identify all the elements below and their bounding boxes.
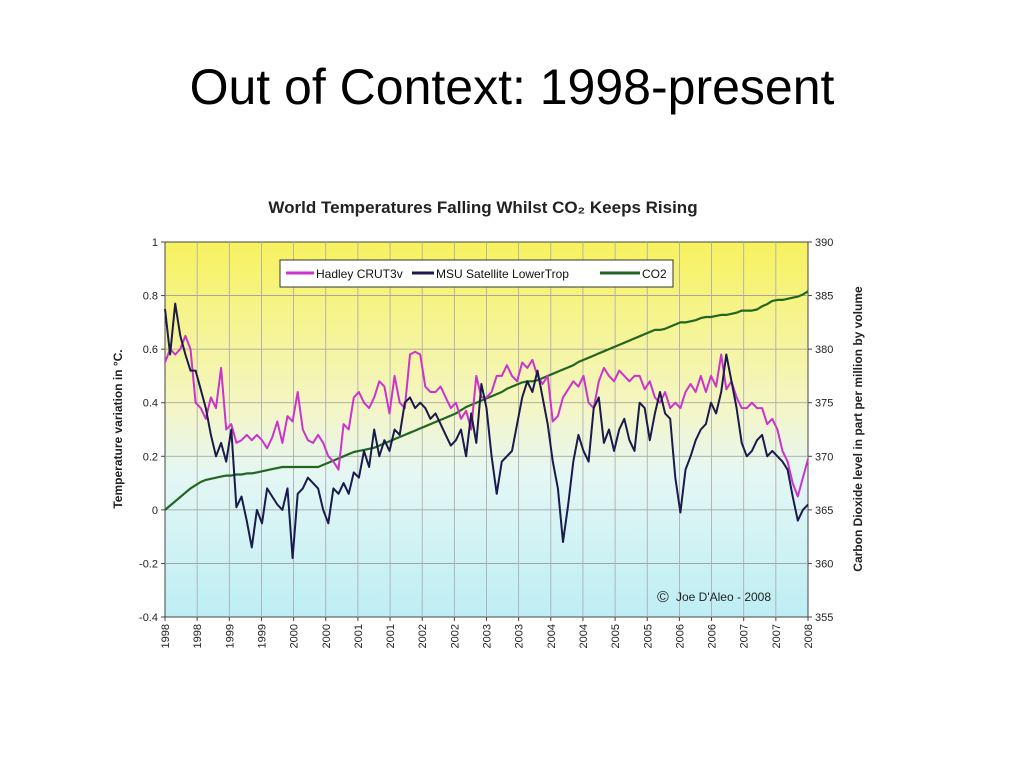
y-tick-label: 0.2 (143, 451, 158, 463)
x-tick-label: 2005 (610, 624, 622, 648)
x-tick-label: 2004 (546, 624, 558, 648)
series-line-hadley (164, 334, 809, 498)
y2-axis-label: Carbon Dioxide level in part per million… (851, 286, 865, 572)
temperature-co2-chart: World Temperatures Falling Whilst CO₂ Ke… (111, 198, 865, 648)
y-tick-label: 1 (152, 237, 158, 249)
slide-title: Out of Context: 1998-present (189, 59, 835, 115)
y-tick-label: 0 (152, 505, 158, 517)
x-tick-label: 2008 (803, 624, 815, 648)
y2-tick-label: 385 (815, 291, 833, 303)
x-tick-label: 2001 (385, 624, 397, 648)
x-tick-label: 2002 (417, 624, 429, 648)
grid (165, 242, 808, 617)
x-tick-label: 1999 (224, 624, 236, 648)
chart-title: World Temperatures Falling Whilst CO₂ Ke… (268, 198, 697, 217)
legend-label-msu: MSU Satellite LowerTrop (436, 267, 569, 281)
series-line-msu (164, 302, 809, 560)
y2-tick-label: 365 (815, 505, 833, 517)
copyright-icon: © (657, 589, 669, 606)
y-axis-label: Temperature variation in °C. (111, 349, 125, 508)
y2-tick-label: 370 (815, 451, 833, 463)
y2-tick-label: 390 (815, 237, 833, 249)
x-tick-label: 2002 (449, 624, 461, 648)
x-tick-label: 2001 (353, 624, 365, 648)
x-tick-label: 1998 (192, 624, 204, 648)
x-tick-label: 2005 (642, 624, 654, 648)
axis-ticks: 1 390 0.8 385 0.6 380 0.4 375 0.2 370 0 365 -0.2 360 -… (139, 237, 833, 648)
y-tick-label: 0.6 (143, 344, 158, 356)
x-tick-label: 2004 (578, 624, 590, 648)
x-tick-label: 1999 (256, 624, 268, 648)
x-tick-label: 1998 (160, 624, 172, 648)
y2-tick-label: 355 (815, 612, 833, 624)
copyright-text: Joe D'Aleo - 2008 (676, 590, 771, 604)
x-tick-label: 2000 (321, 624, 333, 648)
y-tick-label: 0.8 (143, 291, 158, 303)
x-tick-label: 2006 (707, 624, 719, 648)
y-tick-label: -0.4 (139, 612, 158, 624)
legend-label-hadley: Hadley CRUT3v (316, 267, 403, 281)
legend-label-co2: CO2 (642, 267, 667, 281)
y2-tick-label: 375 (815, 398, 833, 410)
x-tick-label: 2003 (482, 624, 494, 648)
y2-tick-label: 360 (815, 558, 833, 570)
x-tick-label: 2003 (514, 624, 526, 648)
copyright-note: © Joe D'Aleo - 2008 (657, 589, 771, 606)
x-tick-label: 2006 (674, 624, 686, 648)
y2-tick-label: 380 (815, 344, 833, 356)
y-tick-label: 0.4 (143, 398, 158, 410)
x-tick-label: 2007 (771, 624, 783, 648)
x-tick-label: 2007 (739, 624, 751, 648)
legend: Hadley CRUT3v MSU Satellite LowerTrop CO… (279, 259, 674, 288)
x-tick-label: 2000 (289, 624, 301, 648)
chart-container: World Temperatures Falling Whilst CO₂ Ke… (100, 185, 880, 685)
series-layer (164, 290, 809, 560)
y-tick-label: -0.2 (139, 558, 158, 570)
